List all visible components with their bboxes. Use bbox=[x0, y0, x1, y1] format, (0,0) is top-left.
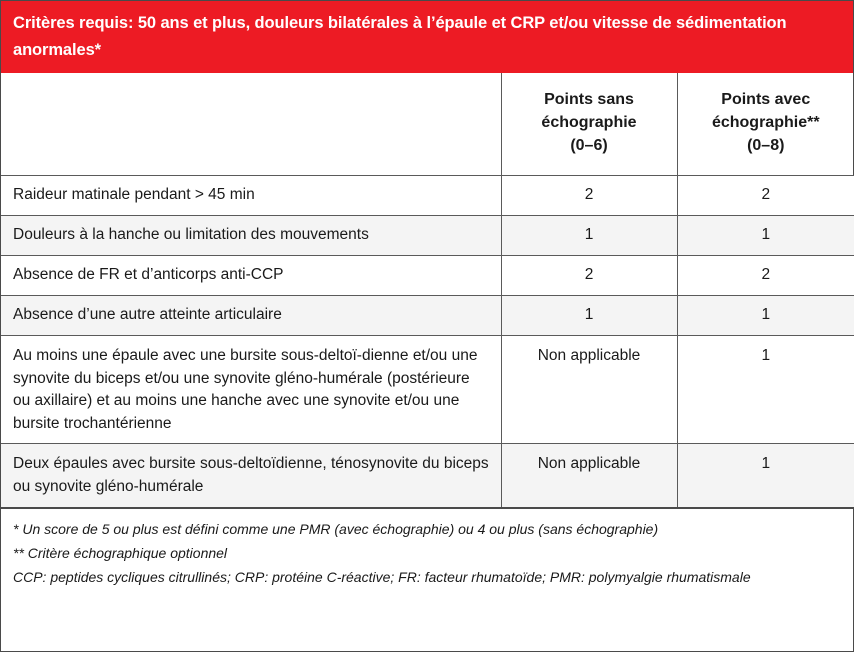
points-with-ultrasound: 2 bbox=[677, 254, 854, 296]
points-without-ultrasound: Non applicable bbox=[501, 334, 678, 444]
table-row: Raideur matinale pendant > 45 min 2 2 bbox=[1, 174, 854, 216]
points-without-ultrasound: 2 bbox=[501, 254, 678, 296]
points-with-ultrasound: 1 bbox=[677, 443, 854, 507]
table-row: Absence d’une autre atteinte articulaire… bbox=[1, 294, 854, 336]
criterion-label: Au moins une épaule avec une bursite sou… bbox=[1, 334, 502, 444]
points-with-ultrasound: 1 bbox=[677, 294, 854, 336]
column-header-with-us-line3: (0–8) bbox=[747, 136, 785, 154]
column-header-without-us-line1: Points sans bbox=[544, 91, 634, 109]
points-without-ultrasound: Non applicable bbox=[501, 443, 678, 507]
criterion-label: Raideur matinale pendant > 45 min bbox=[1, 174, 502, 216]
column-header-description bbox=[1, 73, 502, 176]
criteria-grid: Points sans échographie (0–6) Points ave… bbox=[1, 73, 854, 507]
footnote-abbreviations: CCP: peptides cycliques citrullinés; CRP… bbox=[13, 568, 751, 585]
criterion-label: Absence de FR et d’anticorps anti-CCP bbox=[1, 254, 502, 296]
table-row: Absence de FR et d’anticorps anti-CCP 2 … bbox=[1, 254, 854, 296]
column-header-points-with-ultrasound: Points avec échographie** (0–8) bbox=[677, 73, 854, 175]
points-without-ultrasound: 2 bbox=[501, 174, 678, 216]
column-header-points-without-ultrasound: Points sans échographie (0–6) bbox=[501, 73, 678, 176]
criterion-label: Absence d’une autre atteinte articulaire bbox=[1, 294, 502, 336]
footnote-ultrasound-optional: ** Critère échographique optionnel bbox=[13, 544, 228, 561]
points-without-ultrasound: 1 bbox=[501, 294, 678, 336]
table-row: Au moins une épaule avec une bursite sou… bbox=[1, 334, 854, 444]
points-without-ultrasound: 1 bbox=[501, 214, 678, 256]
points-with-ultrasound: 2 bbox=[677, 174, 854, 216]
footnotes-section: * Un score de 5 ou plus est défini comme… bbox=[1, 506, 853, 651]
points-with-ultrasound: 1 bbox=[677, 214, 854, 256]
criterion-label: Deux épaules avec bursite sous-deltoïdie… bbox=[1, 443, 502, 507]
column-header-without-us-line2: échographie bbox=[541, 114, 637, 132]
column-header-with-us-line2: échographie** bbox=[711, 114, 820, 132]
points-with-ultrasound: 1 bbox=[677, 334, 854, 444]
footnote-score-definition: * Un score de 5 ou plus est défini comme… bbox=[13, 520, 659, 537]
column-header-row: Points sans échographie (0–6) Points ave… bbox=[1, 73, 854, 176]
criterion-label: Douleurs à la hanche ou limitation des m… bbox=[1, 214, 502, 256]
column-header-with-us-line1: Points avec bbox=[721, 91, 811, 109]
table-row: Deux épaules avec bursite sous-deltoïdie… bbox=[1, 443, 854, 507]
table-row: Douleurs à la hanche ou limitation des m… bbox=[1, 214, 854, 256]
table-title-banner: Critères requis: 50 ans et plus, douleur… bbox=[1, 1, 853, 74]
column-header-without-us-line3: (0–6) bbox=[570, 136, 608, 154]
